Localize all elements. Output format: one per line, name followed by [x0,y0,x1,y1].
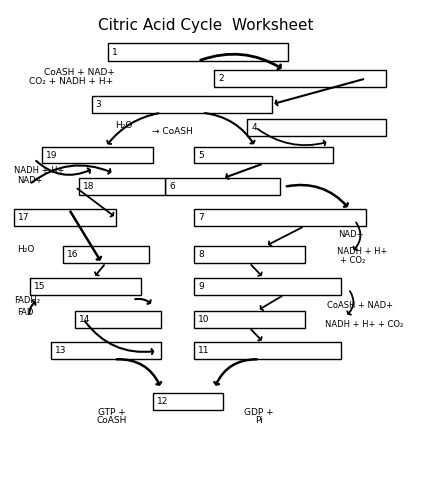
Text: → CoASH: → CoASH [152,127,193,136]
Text: CoASH + NAD+: CoASH + NAD+ [44,68,115,78]
FancyBboxPatch shape [194,278,341,294]
Text: 16: 16 [67,250,78,259]
FancyBboxPatch shape [194,209,366,226]
Text: FADH₂: FADH₂ [14,296,40,305]
Text: NADH + H+: NADH + H+ [337,248,388,256]
Text: 6: 6 [169,182,175,192]
Text: 14: 14 [79,314,91,324]
Text: CoASH + NAD+: CoASH + NAD+ [327,301,393,310]
FancyBboxPatch shape [247,118,387,136]
Text: NAD+: NAD+ [17,176,43,185]
Text: CO₂ + NADH + H+: CO₂ + NADH + H+ [29,78,114,86]
FancyBboxPatch shape [75,310,161,328]
Text: CoASH: CoASH [97,416,127,424]
Text: 2: 2 [219,74,224,83]
FancyBboxPatch shape [194,342,341,359]
Text: NADH + H+: NADH + H+ [14,166,64,175]
Text: 1: 1 [112,48,118,56]
Text: 17: 17 [18,213,29,222]
FancyBboxPatch shape [194,146,333,164]
FancyBboxPatch shape [194,310,305,328]
Text: H₂O: H₂O [115,121,133,130]
Text: FAD: FAD [17,308,33,316]
Text: 10: 10 [198,314,209,324]
FancyBboxPatch shape [108,43,288,61]
Text: Citric Acid Cycle  Worksheet: Citric Acid Cycle Worksheet [98,18,314,33]
FancyBboxPatch shape [51,342,161,359]
FancyBboxPatch shape [153,393,222,410]
Text: 7: 7 [198,213,204,222]
FancyBboxPatch shape [63,246,149,263]
Text: GTP +: GTP + [98,408,126,417]
FancyBboxPatch shape [79,178,165,196]
FancyBboxPatch shape [214,70,387,87]
FancyBboxPatch shape [42,146,153,164]
FancyBboxPatch shape [14,209,116,226]
Text: 9: 9 [198,282,204,291]
Text: 8: 8 [198,250,204,259]
Text: 4: 4 [251,122,257,132]
Text: 18: 18 [83,182,95,192]
Text: 12: 12 [157,397,168,406]
FancyBboxPatch shape [92,96,272,113]
Text: 19: 19 [46,150,58,160]
Text: 3: 3 [96,100,101,109]
Text: H₂O: H₂O [17,244,34,254]
FancyBboxPatch shape [194,246,305,263]
FancyBboxPatch shape [30,278,141,294]
Text: 15: 15 [34,282,46,291]
Text: GDP +: GDP + [244,408,273,417]
Text: NAD+: NAD+ [338,230,364,238]
Text: 5: 5 [198,150,204,160]
Text: NADH + H+ + CO₂: NADH + H+ + CO₂ [325,320,403,329]
Text: 11: 11 [198,346,209,356]
Text: + CO₂: + CO₂ [340,256,365,266]
Text: Pi: Pi [255,416,262,424]
Text: 13: 13 [54,346,66,356]
FancyBboxPatch shape [165,178,280,196]
